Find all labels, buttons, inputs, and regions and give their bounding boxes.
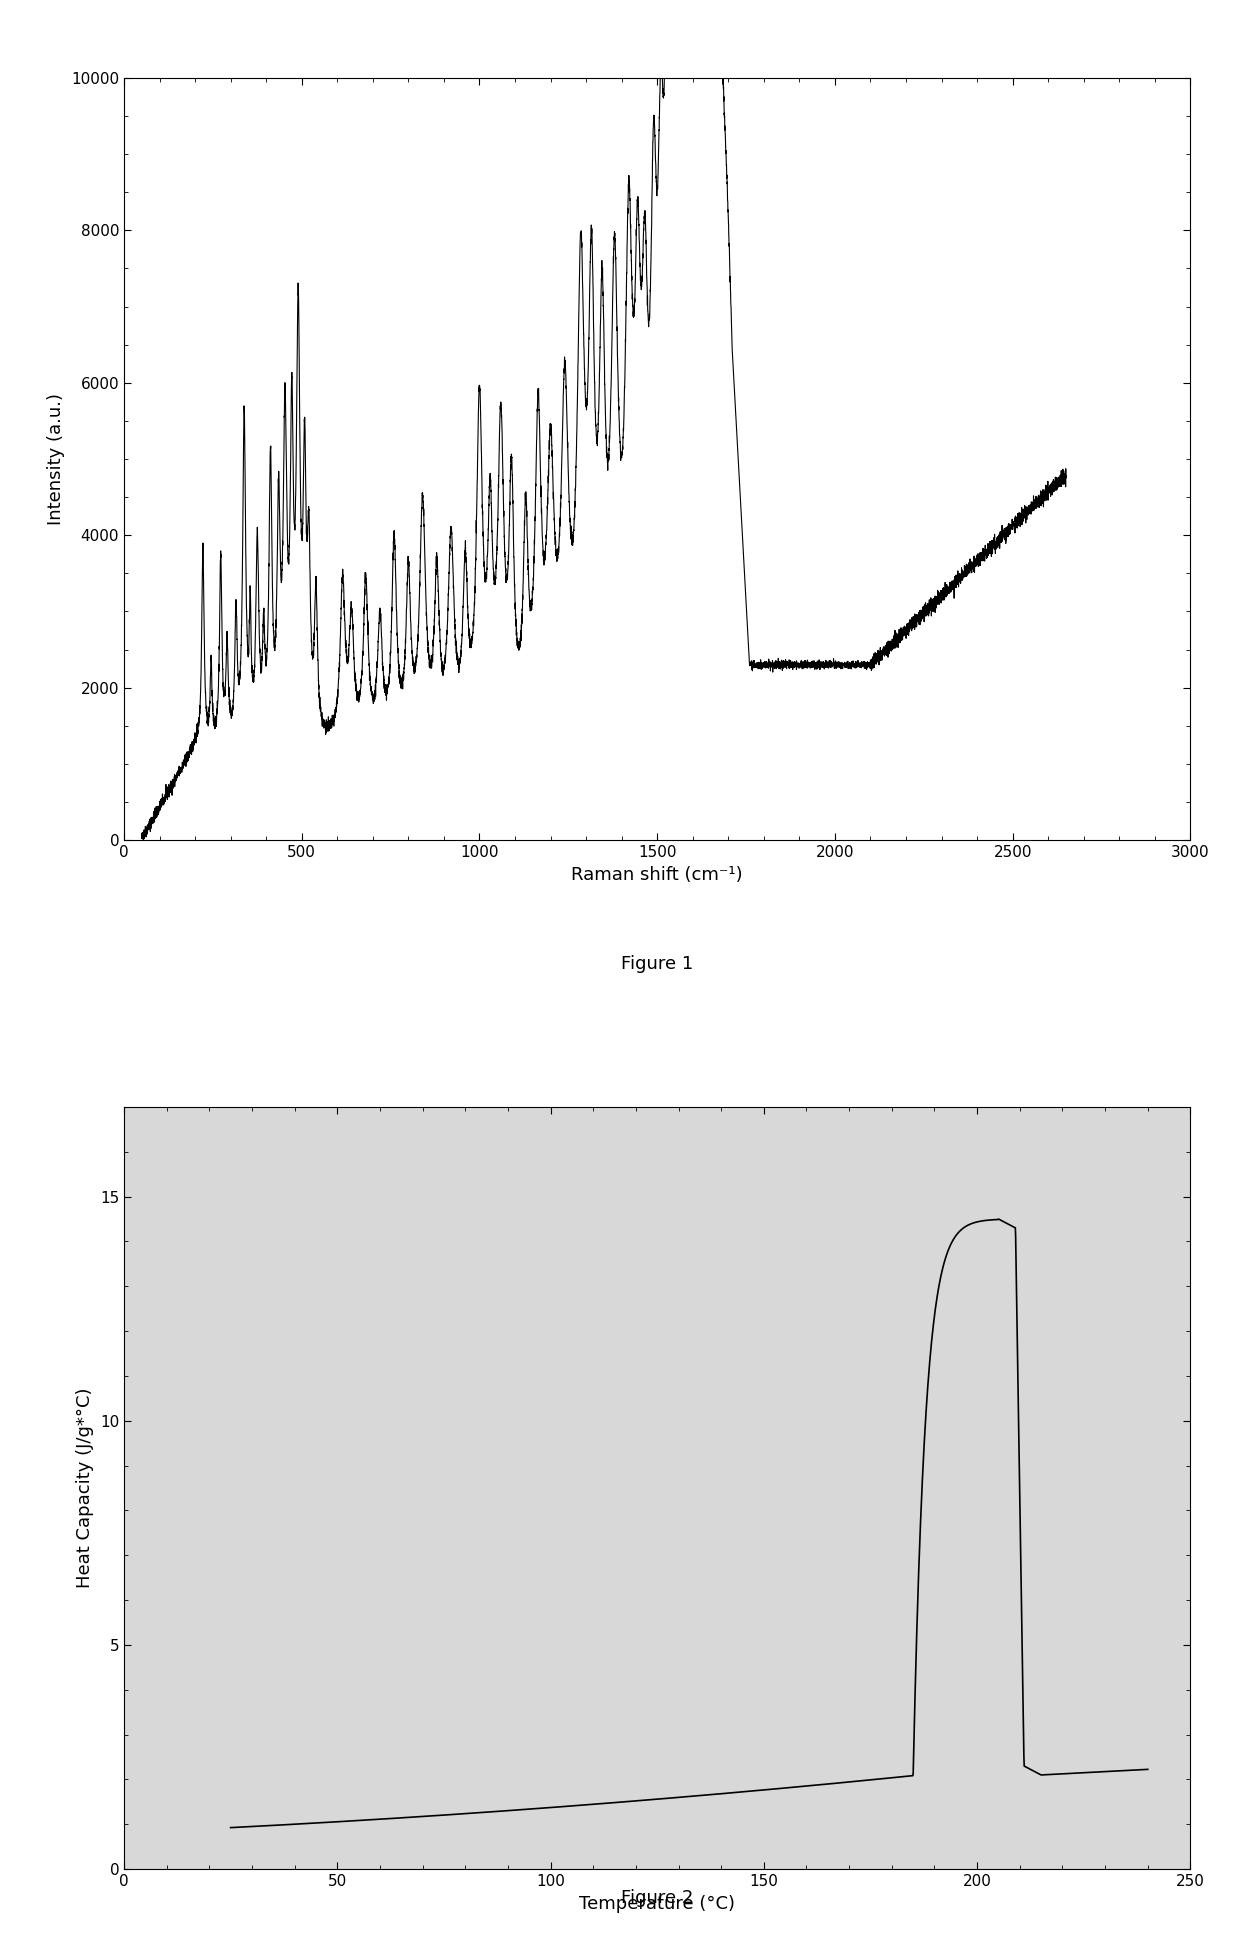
X-axis label: Temperature (°C): Temperature (°C) <box>579 1894 735 1912</box>
Y-axis label: Heat Capacity (J/g*°C): Heat Capacity (J/g*°C) <box>77 1388 94 1589</box>
Y-axis label: Intensity (a.u.): Intensity (a.u.) <box>47 393 66 526</box>
Text: Figure 2: Figure 2 <box>621 1889 693 1908</box>
Text: Figure 1: Figure 1 <box>621 954 693 974</box>
X-axis label: Raman shift (cm⁻¹): Raman shift (cm⁻¹) <box>572 866 743 884</box>
